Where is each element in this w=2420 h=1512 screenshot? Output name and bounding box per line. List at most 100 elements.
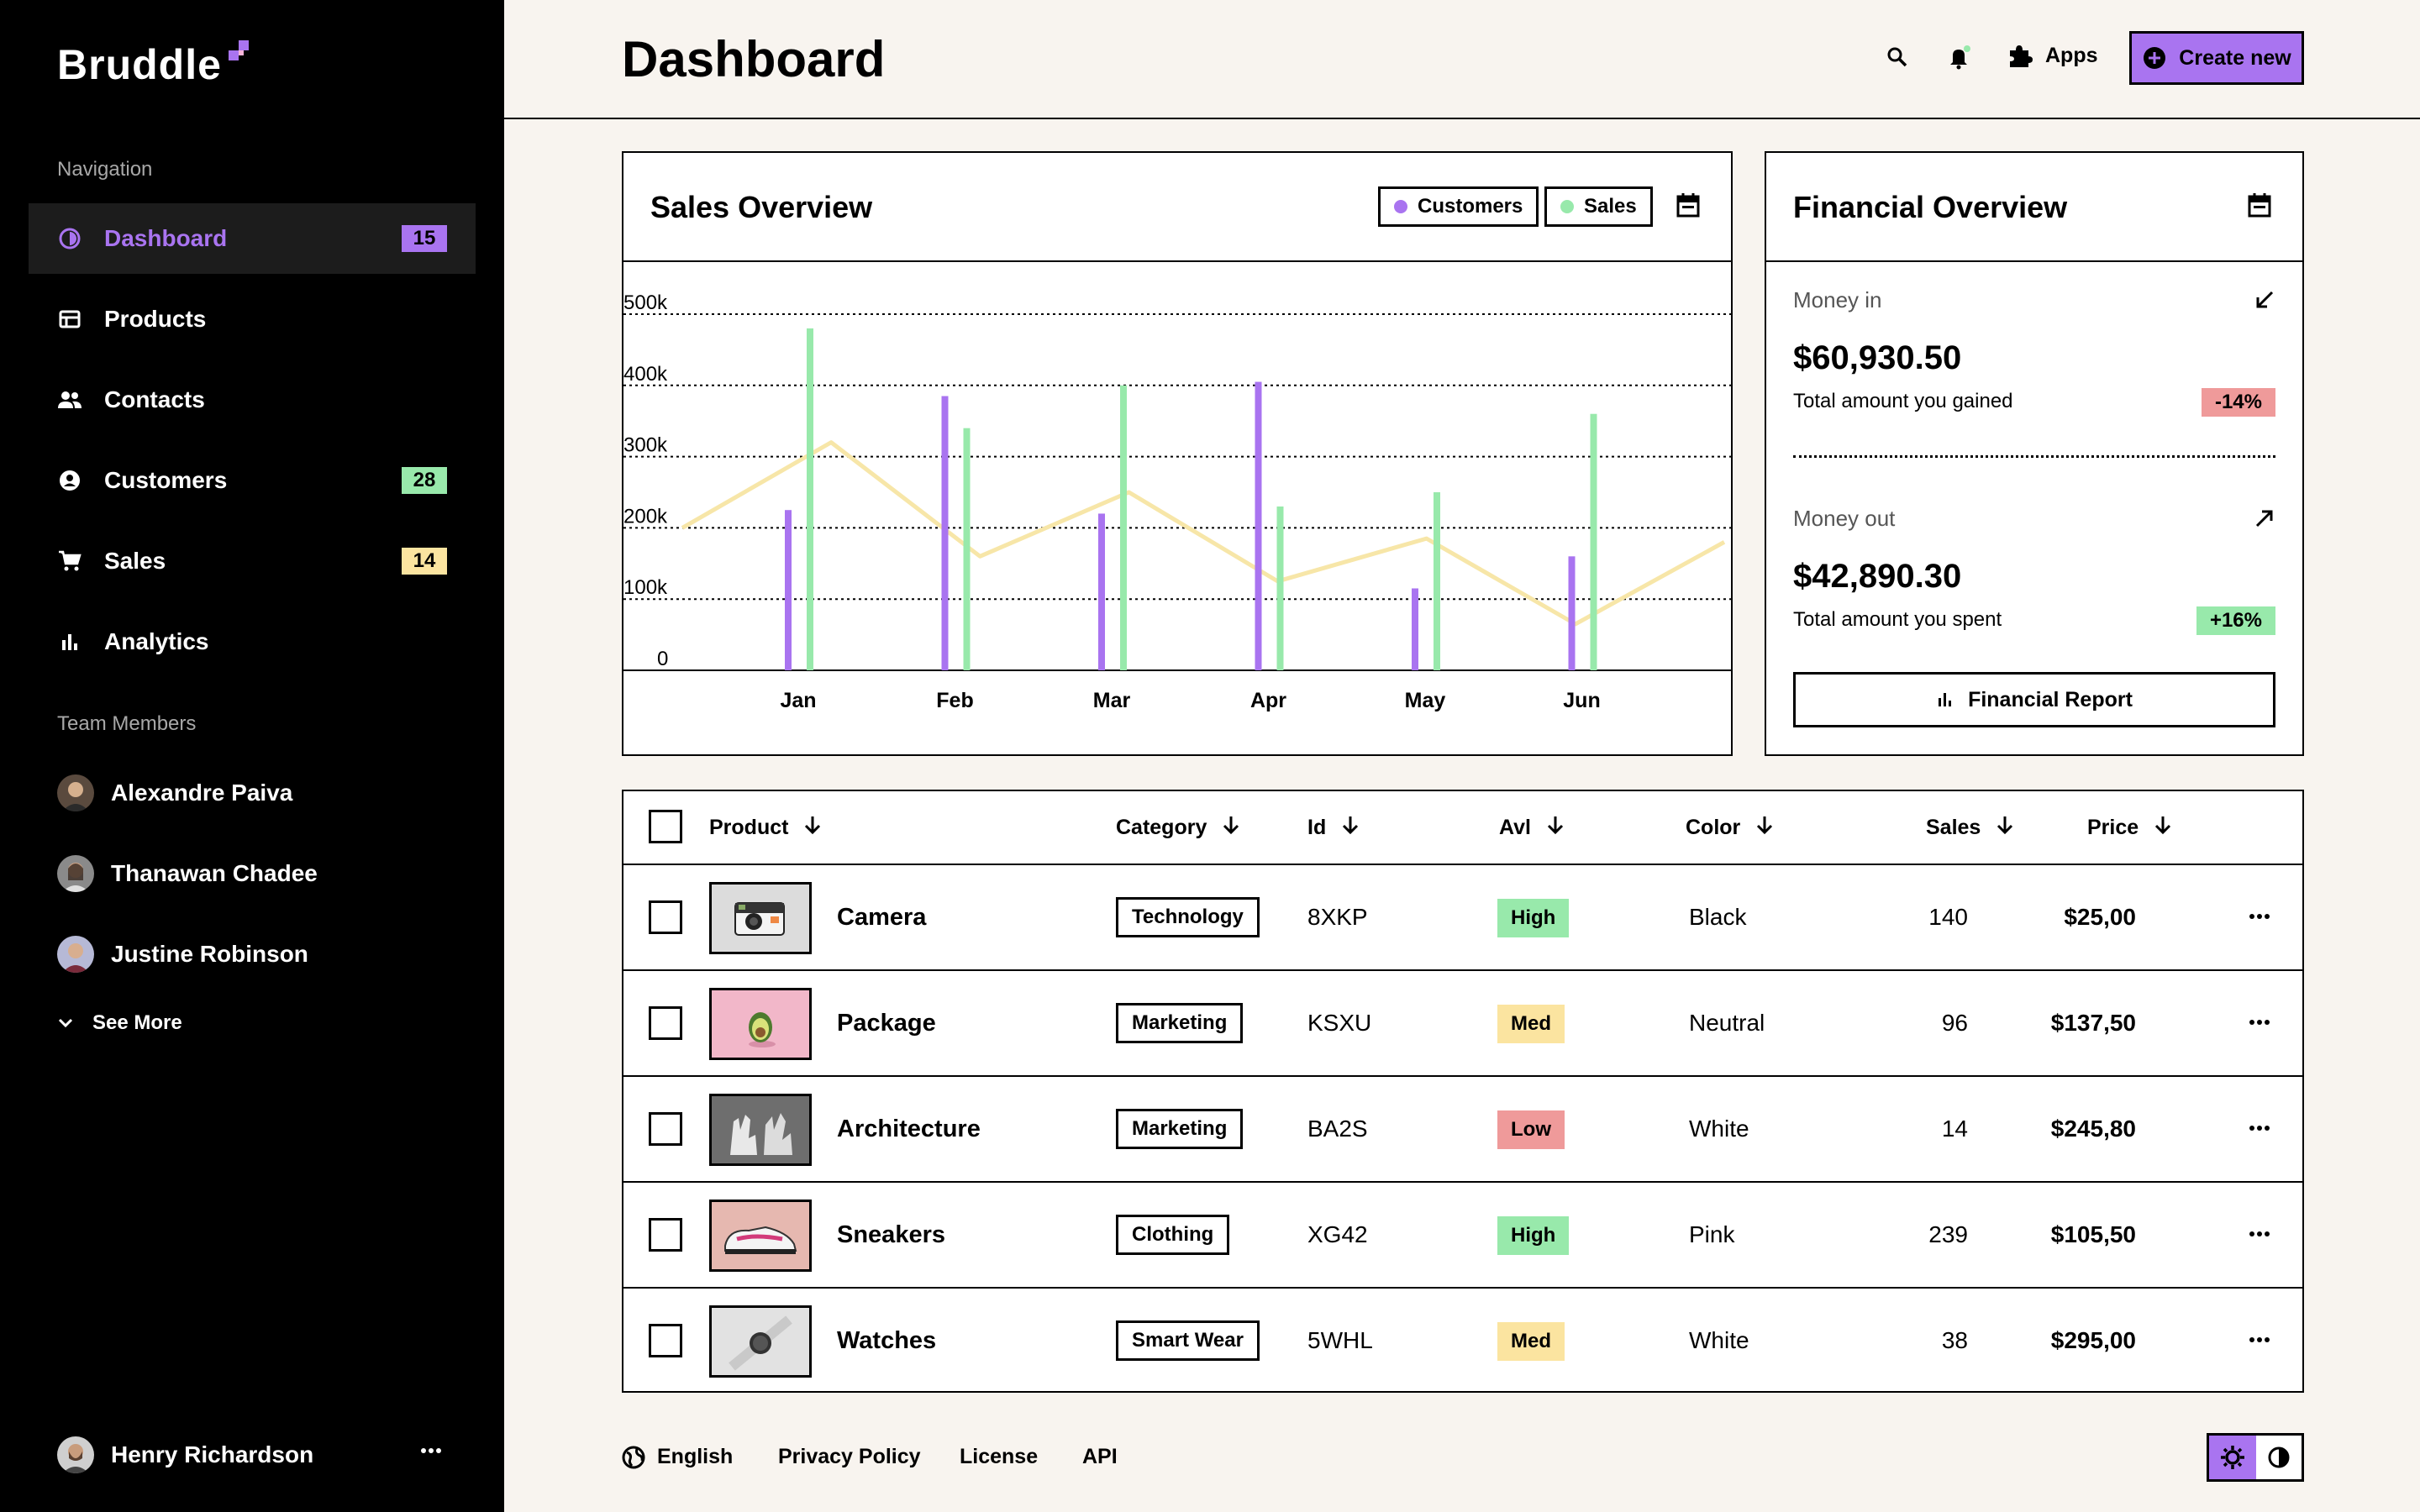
- theme-toggle[interactable]: [2207, 1433, 2304, 1482]
- privacy-policy-link[interactable]: Privacy Policy: [778, 1445, 921, 1468]
- column-category[interactable]: Category: [1116, 815, 1240, 841]
- table-row[interactable]: Architecture Marketing BA2S Low White 14…: [623, 1077, 2302, 1183]
- api-link[interactable]: API: [1082, 1445, 1118, 1468]
- more-horizontal-icon[interactable]: [420, 1443, 442, 1458]
- select-all-checkbox[interactable]: [649, 810, 682, 843]
- category-tag: Marketing: [1116, 1109, 1244, 1149]
- y-tick-label: 400k: [623, 363, 668, 386]
- product-thumbnail-sneakers: [709, 1200, 812, 1272]
- sidebar-item-analytics[interactable]: Analytics: [29, 606, 476, 677]
- table-row[interactable]: Camera Technology 8XKP High Black 140 $2…: [623, 865, 2302, 971]
- top-header: Dashboard Apps Create new: [504, 0, 2420, 119]
- apps-label: Apps: [2045, 43, 2098, 67]
- brand-logo[interactable]: Bruddle: [57, 41, 222, 88]
- column-avl[interactable]: Avl: [1499, 815, 1565, 841]
- row-checkbox[interactable]: [649, 900, 682, 934]
- license-link[interactable]: License: [960, 1445, 1039, 1468]
- sales-bar: [1120, 385, 1127, 670]
- arrow-down-icon: [1341, 815, 1360, 841]
- row-checkbox[interactable]: [649, 1112, 682, 1146]
- sidebar-item-contacts[interactable]: Contacts: [29, 365, 476, 435]
- product-id: 5WHL: [1307, 1327, 1373, 1353]
- sales-overview-title: Sales Overview: [650, 190, 873, 224]
- product-name[interactable]: Architecture: [837, 1116, 981, 1142]
- sidebar-item-dashboard[interactable]: Dashboard 15: [29, 203, 476, 274]
- product-sales: 140: [1928, 904, 1968, 930]
- create-new-button[interactable]: Create new: [2129, 31, 2304, 85]
- column-id[interactable]: Id: [1307, 815, 1360, 841]
- team-member-justine[interactable]: Justine Robinson: [57, 934, 308, 974]
- table-row[interactable]: Sneakers Clothing XG42 High Pink 239 $10…: [623, 1183, 2302, 1289]
- sidebar-item-products[interactable]: Products: [29, 284, 476, 354]
- sidebar-item-sales[interactable]: Sales 14: [29, 526, 476, 596]
- financial-overview-card: Financial Overview Money in $60,930.50 T…: [1765, 151, 2304, 756]
- member-name: Alexandre Paiva: [111, 780, 293, 806]
- legend-dot-icon: [1560, 200, 1574, 213]
- team-member-thanawan[interactable]: Thanawan Chadee: [57, 853, 318, 894]
- apps-button[interactable]: Apps: [2007, 42, 2098, 69]
- money-out-change-badge: +16%: [2196, 606, 2275, 635]
- user-profile[interactable]: Henry Richardson: [57, 1436, 313, 1473]
- nav-heading: Navigation: [57, 158, 153, 181]
- sales-overview-card: Sales Overview Customers Sales 500k 400k 3…: [622, 151, 1733, 756]
- calendar-icon[interactable]: [1676, 192, 1701, 223]
- availability-badge: Low: [1497, 1110, 1565, 1149]
- money-out-value: $42,890.30: [1793, 558, 1962, 595]
- column-product[interactable]: Product: [709, 815, 822, 841]
- more-horizontal-icon[interactable]: [2249, 909, 2270, 924]
- sidebar-item-customers[interactable]: Customers 28: [29, 445, 476, 516]
- light-mode-icon[interactable]: [2209, 1436, 2256, 1479]
- legend-customers-toggle[interactable]: Customers: [1378, 186, 1539, 227]
- availability-badge: High: [1497, 899, 1570, 937]
- sidebar-item-label: Dashboard: [104, 225, 228, 251]
- legend-label: Customers: [1418, 195, 1523, 218]
- sales-badge: 14: [402, 548, 447, 575]
- notification-bell-icon[interactable]: [1946, 44, 1973, 71]
- x-tick-label: Jun: [1563, 689, 1600, 712]
- product-name[interactable]: Package: [837, 1010, 936, 1037]
- dashboard-icon: [57, 226, 82, 251]
- team-member-alexandre[interactable]: Alexandre Paiva: [57, 773, 292, 813]
- table-row[interactable]: Package Marketing KSXU Med Neutral 96 $1…: [623, 971, 2302, 1077]
- sidebar: Bruddle Navigation Dashboard 15 Products…: [0, 0, 504, 1512]
- product-id: BA2S: [1307, 1116, 1368, 1142]
- product-color: Pink: [1689, 1221, 1735, 1247]
- calendar-icon[interactable]: [2247, 192, 2272, 223]
- column-color[interactable]: Color: [1686, 815, 1774, 841]
- legend-sales-toggle[interactable]: Sales: [1544, 186, 1653, 227]
- row-checkbox[interactable]: [649, 1006, 682, 1040]
- more-horizontal-icon[interactable]: [2249, 1015, 2270, 1030]
- product-name[interactable]: Watches: [837, 1327, 937, 1354]
- financial-report-button[interactable]: Financial Report: [1793, 672, 2275, 727]
- customers-bar: [1568, 556, 1576, 670]
- row-checkbox[interactable]: [649, 1324, 682, 1357]
- y-tick-label: 500k: [623, 291, 668, 314]
- column-label: Category: [1116, 816, 1207, 839]
- row-checkbox[interactable]: [649, 1218, 682, 1252]
- money-in-label: Money in: [1793, 287, 1882, 312]
- column-sales[interactable]: Sales: [1926, 815, 2014, 841]
- sidebar-item-label: Sales: [104, 548, 166, 574]
- cart-icon: [57, 549, 82, 574]
- product-color: White: [1689, 1116, 1749, 1142]
- availability-badge: Med: [1497, 1322, 1565, 1361]
- dark-mode-icon[interactable]: [2256, 1436, 2302, 1479]
- product-name[interactable]: Camera: [837, 904, 927, 931]
- see-more-button[interactable]: See More: [57, 1011, 182, 1035]
- arrow-down-icon: [803, 815, 822, 841]
- more-horizontal-icon[interactable]: [2249, 1332, 2270, 1347]
- column-label: Avl: [1499, 816, 1531, 839]
- language-selector[interactable]: English: [622, 1445, 733, 1469]
- customers-bar: [785, 510, 792, 670]
- arrow-up-right-icon: [2254, 507, 2275, 533]
- product-thumbnail-watches: [709, 1305, 812, 1378]
- chevron-down-icon: [57, 1011, 74, 1035]
- x-tick-label: May: [1405, 689, 1446, 712]
- search-icon[interactable]: [1886, 45, 1909, 69]
- column-price[interactable]: Price: [2087, 815, 2172, 841]
- product-name[interactable]: Sneakers: [837, 1221, 945, 1248]
- more-horizontal-icon[interactable]: [2249, 1121, 2270, 1136]
- more-horizontal-icon[interactable]: [2249, 1226, 2270, 1242]
- sales-bar: [1276, 506, 1284, 670]
- table-row[interactable]: Watches Smart Wear 5WHL Med White 38 $29…: [623, 1289, 2302, 1394]
